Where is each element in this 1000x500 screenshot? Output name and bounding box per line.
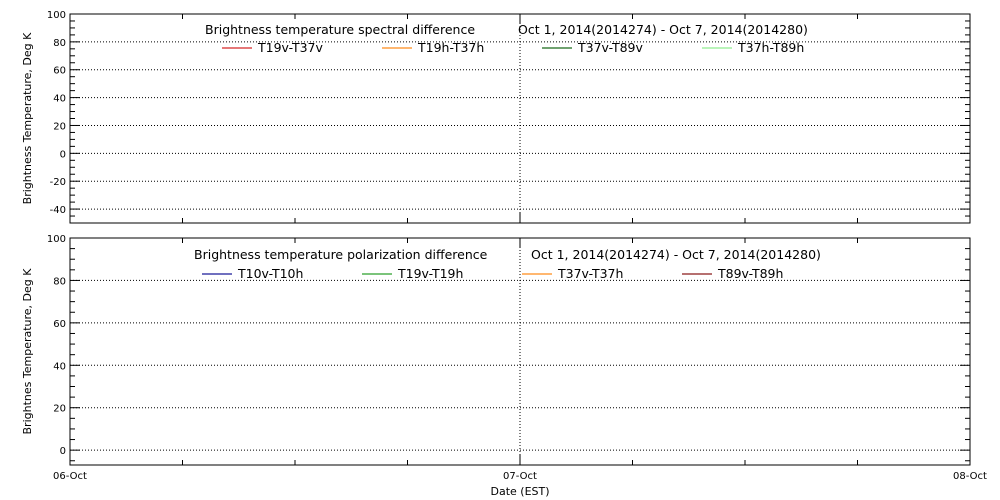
x-tick-label: 07-Oct [503, 471, 537, 482]
y-tick-label: 20 [53, 121, 66, 132]
y-axis-label: Brightness Temperature, Deg K [21, 32, 34, 204]
y-tick-label: 40 [53, 361, 66, 372]
x-tick-label: 08-Oct [953, 471, 987, 482]
legend-label: T19v-T37v [257, 40, 324, 55]
legend-label: T37h-T89h [737, 40, 804, 55]
y-tick-label: 0 [60, 446, 66, 457]
y-tick-label: 100 [47, 10, 66, 21]
y-axis-label: Brightnes Temperature, Deg K [21, 268, 34, 435]
x-tick-label: 06-Oct [53, 471, 87, 482]
chart-date-range: Oct 1, 2014(2014274) - Oct 7, 2014(20142… [518, 22, 808, 37]
y-tick-label: 0 [60, 149, 66, 160]
chart-title: Brightness temperature polarization diff… [194, 247, 488, 262]
y-tick-label: -40 [50, 205, 66, 216]
y-tick-label: 80 [53, 38, 66, 49]
y-tick-label: 100 [47, 234, 66, 245]
x-axis-label: Date (EST) [490, 485, 549, 498]
chart-date-range: Oct 1, 2014(2014274) - Oct 7, 2014(20142… [531, 247, 821, 262]
legend-label: T89v-T89h [717, 266, 783, 281]
y-tick-label: 40 [53, 94, 66, 105]
plot-frame [69, 13, 971, 224]
y-tick-label: -20 [50, 177, 66, 188]
legend-label: T37v-T89v [577, 40, 644, 55]
y-tick-label: 20 [53, 404, 66, 415]
panel-2 [69, 237, 971, 466]
y-tick-label: 80 [53, 276, 66, 287]
legend-label: T37v-T37h [557, 266, 623, 281]
chart-title: Brightness temperature spectral differen… [205, 22, 475, 37]
legend-label: T10v-T10h [237, 266, 303, 281]
legend-label: T19v-T19h [397, 266, 463, 281]
y-tick-label: 60 [53, 319, 66, 330]
legend-label: T19h-T37h [417, 40, 484, 55]
panel-1 [69, 13, 971, 224]
plot-frame [69, 237, 971, 466]
y-tick-label: 60 [53, 66, 66, 77]
